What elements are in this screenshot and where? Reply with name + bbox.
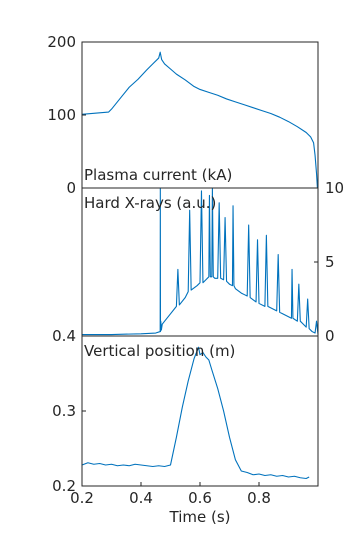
panel-label-3: Vertical position (m) [84,342,235,360]
series-line-3-1 [81,346,310,480]
panel-label-1: Plasma current (kA) [84,166,232,184]
y-tick-label: 100 [47,106,76,124]
y-tick-label: 5 [325,253,335,271]
series-line-1-1 [81,51,318,189]
y-tick-label: 0.3 [52,402,76,420]
y-tick-label: 0.4 [52,327,76,345]
y-tick-label: 200 [47,33,76,51]
x-tick-label: 0.6 [188,489,212,507]
x-tick-label: 0.4 [129,489,153,507]
panel-3: 0.2 0.3 0.4 0.2 0.4 0.6 0.8 Vertical position (… [52,327,319,526]
x-tick-label: 0.8 [247,489,271,507]
y-tick-label: 0.2 [52,477,76,495]
panel-label-2: Hard X-rays (a.u.) [84,194,216,212]
y-tick-label: 10 [325,179,344,197]
y-tick-label: 0 [66,179,76,197]
series-line-2-1 [82,187,319,336]
y-tick-label: 0 [325,327,335,345]
x-axis-label: Time (s) [169,508,231,526]
x-tick-label: 0.2 [70,489,94,507]
panels: 0 100 200 Plasma current (kA) 0 5 10 Hard X-ray… [47,33,344,526]
